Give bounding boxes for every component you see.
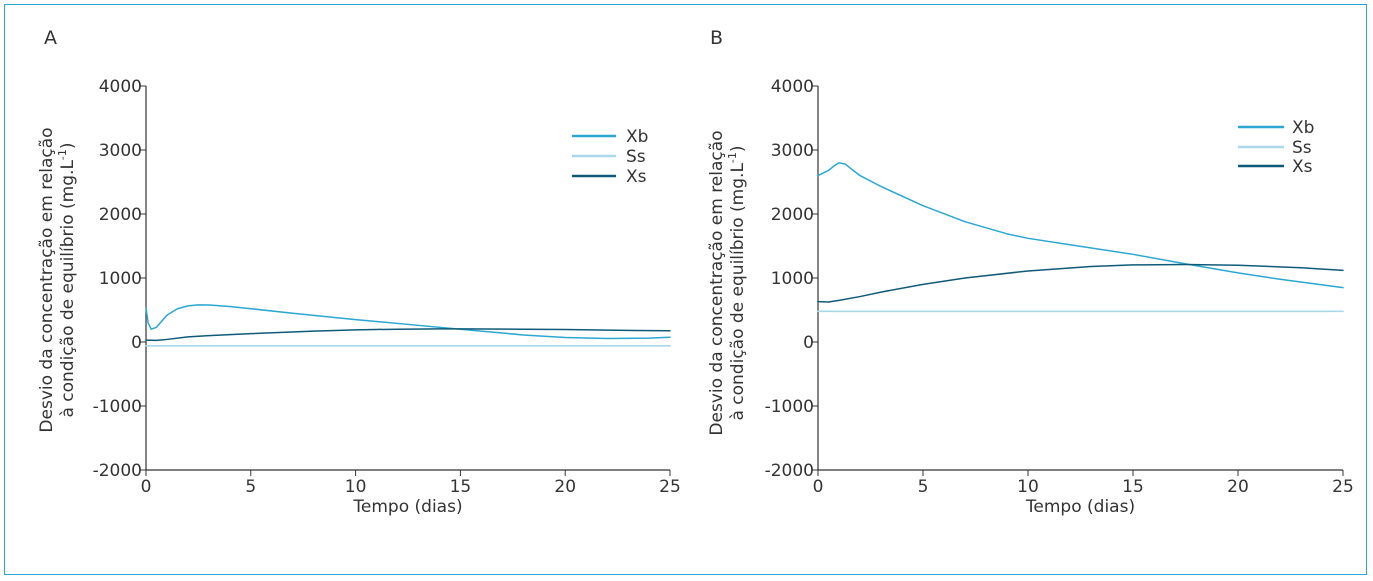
panel-label: A [44, 27, 57, 49]
y-tick-label: 2000 [771, 205, 814, 225]
legend-label-ss: Ss [1292, 138, 1312, 158]
legend-label-xb: Xb [1292, 118, 1314, 138]
y-axis-label-line-2: à condição de equilíbrio (mg.L-1) [56, 142, 78, 417]
y-tick-label: 3000 [99, 141, 142, 161]
legend-label-ss: Ss [626, 147, 646, 167]
series-line-xs [817, 263, 1344, 303]
legend-label-xs: Xs [1292, 157, 1313, 177]
y-tick-label: -1000 [93, 397, 142, 417]
x-tick-label: 0 [141, 477, 152, 497]
y-tick-label: 1000 [99, 269, 142, 289]
legend-label-xs: Xs [626, 167, 647, 187]
series-line-xs [145, 328, 671, 342]
x-tick-label: 10 [345, 477, 367, 497]
series-line-xb [145, 304, 671, 340]
x-tick-label: 25 [1332, 477, 1354, 497]
x-axis-label: Tempo (dias) [1025, 497, 1135, 517]
x-tick-label: 5 [918, 477, 929, 497]
y-tick-label: 4000 [99, 77, 142, 97]
y-axis-label-line-2: à condição de equilíbrio (mg.L-1) [726, 145, 748, 420]
figure-frame [4, 4, 1367, 575]
x-tick-label: 15 [450, 477, 472, 497]
y-tick-label: 0 [131, 333, 142, 353]
y-tick-label: 2000 [99, 205, 142, 225]
x-tick-label: 15 [1122, 477, 1144, 497]
x-tick-label: 5 [245, 477, 256, 497]
x-tick-label: 20 [554, 477, 576, 497]
y-tick-label: 4000 [771, 77, 814, 97]
x-tick-label: 10 [1017, 477, 1039, 497]
y-tick-label: -1000 [765, 397, 814, 417]
panel-label: B [710, 27, 723, 49]
x-tick-label: 0 [813, 477, 824, 497]
x-tick-label: 25 [659, 477, 681, 497]
y-tick-label: 1000 [771, 269, 814, 289]
x-tick-label: 20 [1227, 477, 1249, 497]
y-axis-label-line-1: Desvio da concentração em relação [707, 130, 727, 435]
y-tick-label: -2000 [765, 461, 814, 481]
series-line-xb [817, 162, 1344, 289]
y-tick-label: 3000 [771, 141, 814, 161]
y-tick-label: -2000 [93, 461, 142, 481]
legend-label-xb: Xb [626, 127, 648, 147]
y-axis-label-line-1: Desvio da concentração em relação [37, 127, 57, 432]
x-axis-label: Tempo (dias) [352, 497, 462, 517]
y-tick-label: 0 [803, 333, 814, 353]
